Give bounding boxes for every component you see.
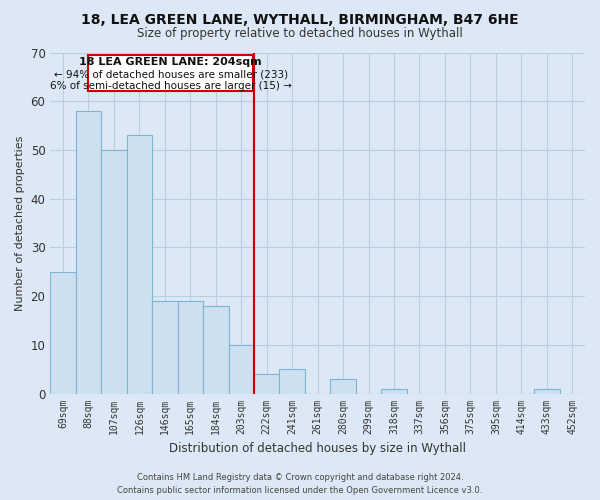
X-axis label: Distribution of detached houses by size in Wythall: Distribution of detached houses by size …: [169, 442, 466, 455]
Text: Contains HM Land Registry data © Crown copyright and database right 2024.
Contai: Contains HM Land Registry data © Crown c…: [118, 474, 482, 495]
Bar: [229, 345, 254, 394]
Bar: [76, 111, 101, 394]
Text: ← 94% of detached houses are smaller (233): ← 94% of detached houses are smaller (23…: [53, 69, 287, 79]
Text: 6% of semi-detached houses are larger (15) →: 6% of semi-detached houses are larger (1…: [50, 81, 292, 91]
Bar: [280, 369, 305, 394]
Text: Size of property relative to detached houses in Wythall: Size of property relative to detached ho…: [137, 28, 463, 40]
Bar: [50, 272, 76, 394]
Bar: [382, 388, 407, 394]
FancyBboxPatch shape: [88, 55, 253, 92]
Bar: [101, 150, 127, 394]
Bar: [178, 301, 203, 394]
Text: 18, LEA GREEN LANE, WYTHALL, BIRMINGHAM, B47 6HE: 18, LEA GREEN LANE, WYTHALL, BIRMINGHAM,…: [81, 12, 519, 26]
Bar: [127, 136, 152, 394]
Y-axis label: Number of detached properties: Number of detached properties: [15, 136, 25, 310]
Bar: [203, 306, 229, 394]
Bar: [331, 379, 356, 394]
Bar: [534, 388, 560, 394]
Bar: [254, 374, 280, 394]
Bar: [152, 301, 178, 394]
Text: 18 LEA GREEN LANE: 204sqm: 18 LEA GREEN LANE: 204sqm: [79, 58, 262, 68]
